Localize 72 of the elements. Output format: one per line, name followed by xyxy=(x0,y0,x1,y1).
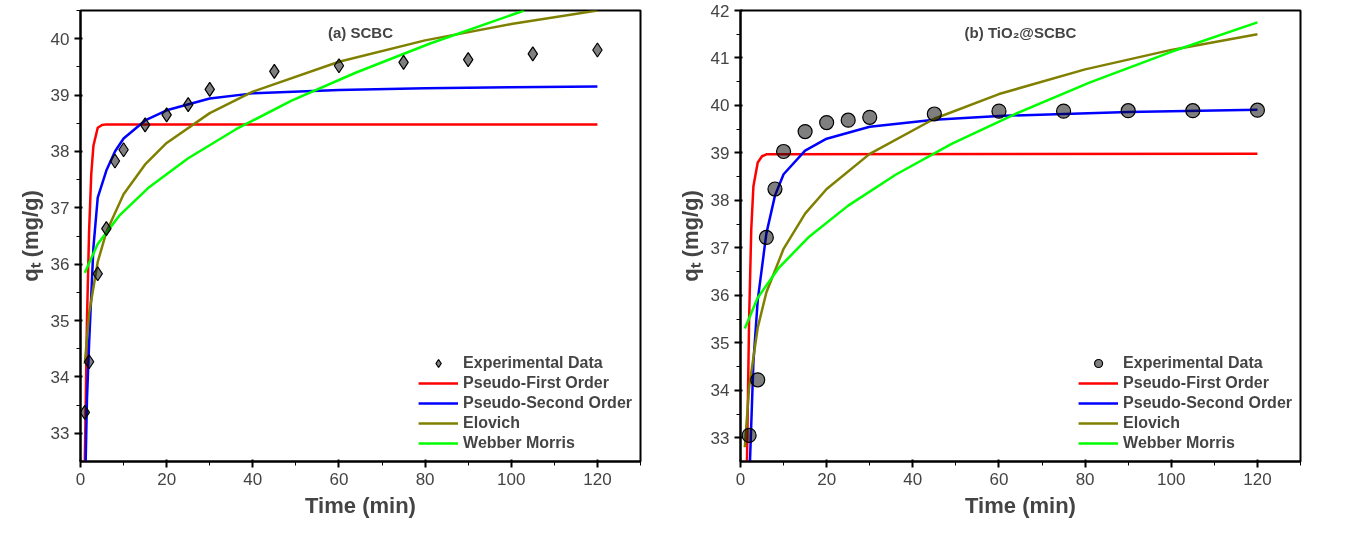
point xyxy=(819,114,835,131)
point xyxy=(182,97,194,113)
y-tick-label: 41 xyxy=(710,48,730,68)
point xyxy=(840,112,856,128)
point xyxy=(83,354,95,370)
legend-label: Pseudo-Second Order xyxy=(463,394,632,412)
x-tick-label: 120 xyxy=(583,469,612,489)
text: (b) TiO₂@SCBC xyxy=(964,23,1077,41)
point xyxy=(767,181,783,197)
x-tick-label: 0 xyxy=(75,469,86,489)
legend-label: Elovich xyxy=(1123,414,1180,432)
y-tick-label: 37 xyxy=(50,198,70,218)
y-tick-label: 42 xyxy=(710,1,730,21)
x-tick-label: 20 xyxy=(157,469,177,489)
point xyxy=(775,143,792,160)
text: (a) SCBC xyxy=(328,23,394,41)
x-tick-label: 60 xyxy=(329,469,349,489)
point xyxy=(333,58,345,74)
y-tick-label: 36 xyxy=(50,255,70,275)
y-tick-label: 35 xyxy=(710,333,730,353)
legend-label: Webber Morris xyxy=(463,434,575,452)
x-tick-label: 100 xyxy=(1157,469,1186,489)
y-tick-label: 38 xyxy=(50,142,70,162)
y-tick-label: 35 xyxy=(50,311,70,331)
point xyxy=(1055,103,1072,119)
y-tick-label: 33 xyxy=(710,428,730,448)
line-series xyxy=(743,21,1259,330)
y-tick-label: 40 xyxy=(710,96,730,116)
x-tick-label: 20 xyxy=(817,469,837,489)
y-tick-label: 39 xyxy=(50,86,70,106)
legend-label: Webber Morris xyxy=(1123,434,1235,452)
point xyxy=(109,153,121,169)
legend-label: Experimental Data xyxy=(463,354,603,372)
point xyxy=(1120,103,1136,119)
legend-label: Pseudo-First Order xyxy=(1123,374,1269,392)
point xyxy=(527,46,539,62)
x-tick-label: 60 xyxy=(989,469,1009,489)
point xyxy=(1249,102,1266,118)
x-tick-label: 80 xyxy=(415,469,435,489)
point xyxy=(741,427,757,443)
x-tick-label: 0 xyxy=(735,469,746,489)
x-tick-label: 40 xyxy=(903,469,923,489)
point xyxy=(926,106,942,122)
x-tick-label: 80 xyxy=(1075,469,1095,489)
point xyxy=(991,103,1007,119)
legend-label: Elovich xyxy=(463,414,520,432)
y-axis-title: qₜ (mg/g) xyxy=(17,190,43,282)
y-tick-label: 39 xyxy=(710,143,730,163)
y-tick-label: 40 xyxy=(50,29,70,49)
point xyxy=(462,51,474,68)
y-tick-label: 34 xyxy=(50,367,70,387)
legend-label: Pseudo-Second Order xyxy=(1123,394,1292,412)
point xyxy=(750,372,766,388)
x-tick-label: 40 xyxy=(243,469,263,489)
y-axis-title: qₜ (mg/g) xyxy=(677,190,703,282)
x-tick-label: 120 xyxy=(1243,469,1272,489)
x-axis-title: Time (min) xyxy=(965,492,1076,518)
point xyxy=(758,229,774,246)
point xyxy=(797,123,813,140)
point xyxy=(862,109,878,125)
line-series xyxy=(83,10,526,274)
y-tick-label: 34 xyxy=(710,381,730,401)
y-tick-label: 38 xyxy=(710,191,730,211)
point xyxy=(139,117,151,133)
legend-label: Pseudo-First Order xyxy=(463,374,609,392)
point xyxy=(1185,103,1201,119)
x-tick-label: 100 xyxy=(497,469,526,489)
legend-label: Experimental Data xyxy=(1123,354,1263,372)
y-tick-label: 36 xyxy=(710,286,730,306)
x-axis-title: Time (min) xyxy=(305,492,416,518)
y-tick-label: 33 xyxy=(50,424,70,444)
y-tick-label: 37 xyxy=(710,238,730,258)
